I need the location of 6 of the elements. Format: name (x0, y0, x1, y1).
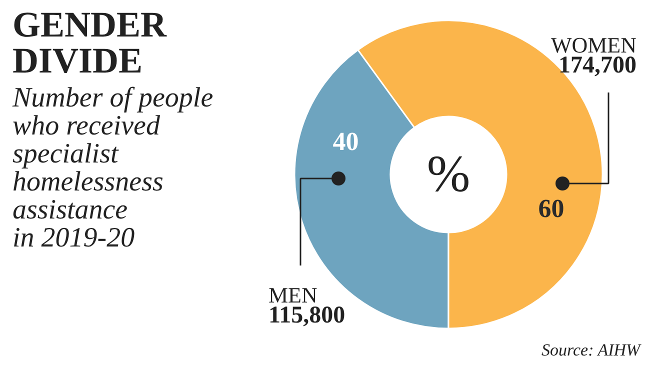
source-note: Source: AIHW (542, 340, 642, 360)
chart-title: GENDER DIVIDE (12, 4, 168, 80)
data-label: 40 (332, 127, 359, 156)
data-label: 60 (538, 194, 564, 223)
text: % (426, 146, 470, 203)
text: Number of people who received specialist homelessness assistance in 2019-20 (12, 82, 214, 254)
